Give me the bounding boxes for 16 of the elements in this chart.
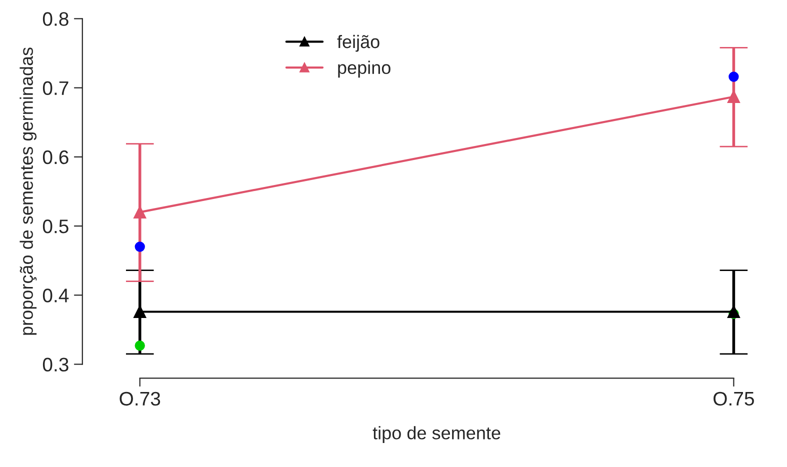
legend-label: feijão <box>337 34 380 52</box>
point <box>134 242 145 252</box>
x-tick-label: O.73 <box>120 392 160 406</box>
x-axis-title: tipo de semente <box>372 426 500 443</box>
point <box>134 340 145 351</box>
y-axis-title: proporção de sementes germinadas <box>20 48 37 335</box>
y-tick-label: 0.7 <box>42 81 68 96</box>
legend-label: pepino <box>338 60 390 78</box>
x-tick-label: O.75 <box>714 392 754 406</box>
y-tick-label: 0.8 <box>42 12 68 26</box>
y-tick-label: 0.6 <box>42 150 68 164</box>
point <box>728 72 739 82</box>
y-tick-label: 0.5 <box>42 219 68 234</box>
y-tick-label: 0.3 <box>42 358 68 372</box>
point <box>727 90 740 104</box>
y-tick-label: 0.4 <box>42 288 69 302</box>
